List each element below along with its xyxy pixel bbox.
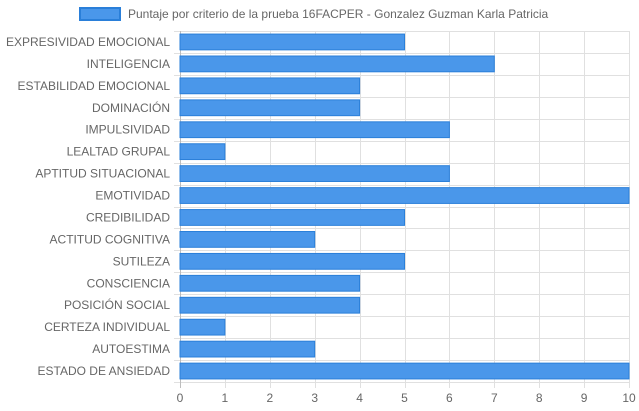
bar[interactable] — [179, 231, 316, 248]
category-label: SUTILEZA — [113, 254, 170, 268]
category-label: ESTABILIDAD EMOCIONAL — [18, 79, 171, 93]
x-tick-label: 2 — [266, 391, 273, 405]
x-tick-label: 1 — [222, 391, 229, 405]
bars — [179, 33, 630, 380]
category-label: INTELIGENCIA — [87, 57, 170, 71]
category-label: EXPRESIVIDAD EMOCIONAL — [6, 35, 170, 49]
category-label: LEALTAD GRUPAL — [67, 145, 171, 159]
bar[interactable] — [179, 209, 405, 226]
bar[interactable] — [179, 252, 405, 270]
bar[interactable] — [179, 362, 630, 380]
category-label: CONSCIENCIA — [87, 276, 170, 290]
bar[interactable] — [179, 274, 361, 292]
category-label: AUTOESTIMA — [92, 342, 170, 356]
x-tick-label: 10 — [622, 391, 636, 405]
bar[interactable] — [179, 33, 405, 51]
category-label: ACTITUD COGNITIVA — [50, 232, 170, 246]
category-label: IMPULSIVIDAD — [85, 123, 170, 137]
bar[interactable] — [179, 296, 361, 314]
category-label: CREDIBILIDAD — [86, 210, 170, 224]
x-tick-label: 0 — [177, 391, 184, 405]
legend-label[interactable]: Puntaje por criterio de la prueba 16FACP… — [128, 7, 549, 21]
x-tick-label: 4 — [356, 391, 363, 405]
x-tick-label: 5 — [401, 391, 408, 405]
category-label: CERTEZA INDIVIDUAL — [44, 320, 170, 334]
x-tick-label: 3 — [311, 391, 318, 405]
bar[interactable] — [179, 77, 361, 95]
x-axis-labels: 0 1 2 3 4 5 6 7 8 9 10 — [177, 391, 636, 405]
legend-swatch[interactable] — [79, 7, 121, 21]
x-tick-label: 9 — [581, 391, 588, 405]
bar[interactable] — [179, 318, 226, 336]
bar[interactable] — [179, 55, 495, 73]
category-label: ESTADO DE ANSIEDAD — [38, 364, 171, 378]
category-label: DOMINACIÓN — [92, 100, 170, 115]
x-tick-label: 7 — [491, 391, 498, 405]
bar[interactable] — [179, 187, 630, 204]
y-axis-labels: EXPRESIVIDAD EMOCIONAL INTELIGENCIA ESTABI… — [6, 35, 170, 378]
bar[interactable] — [179, 165, 450, 182]
x-tick-label: 6 — [446, 391, 453, 405]
bar[interactable] — [179, 99, 361, 117]
bar[interactable] — [179, 340, 316, 358]
category-label: POSICIÓN SOCIAL — [64, 297, 170, 312]
x-tick-label: 8 — [536, 391, 543, 405]
category-label: APTITUD SITUACIONAL — [35, 167, 170, 181]
bar[interactable] — [179, 143, 226, 161]
bar[interactable] — [179, 121, 450, 139]
category-label: EMOTIVIDAD — [95, 189, 170, 203]
legend[interactable]: Puntaje por criterio de la prueba 16FACP… — [79, 7, 549, 21]
